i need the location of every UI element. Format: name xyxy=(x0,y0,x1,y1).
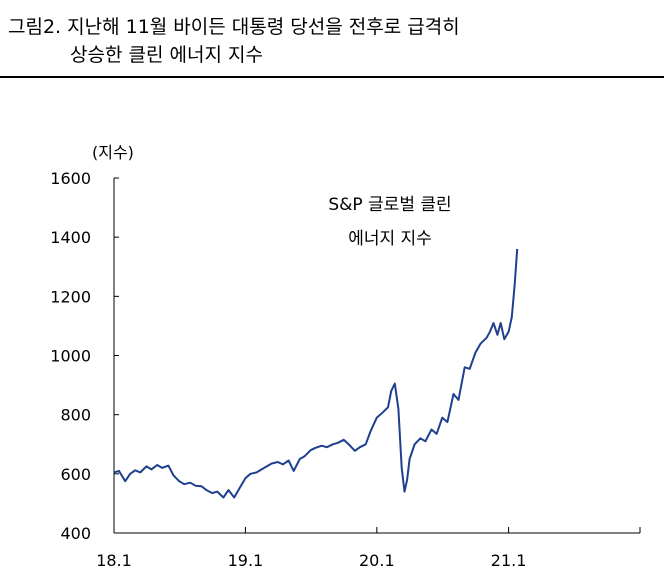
figure-title-line2: 상승한 클린 에너지 지수 xyxy=(70,44,263,66)
x-tick-label: 21.1 xyxy=(491,551,527,570)
y-tick-label: 800 xyxy=(60,406,91,425)
y-tick-label: 1000 xyxy=(50,347,91,366)
title-divider xyxy=(0,76,664,78)
y-axis-label: (지수) xyxy=(92,143,134,162)
x-tick-label: 20.1 xyxy=(359,551,395,570)
figure-title: 그림2. 지난해 11월 바이든 대통령 당선을 전후로 급격히 상승한 클린 … xyxy=(8,14,658,68)
figure-title-line1: 그림2. 지난해 11월 바이든 대통령 당선을 전후로 급격히 xyxy=(8,16,460,38)
y-tick-label: 1600 xyxy=(50,169,91,188)
y-tick-label: 1400 xyxy=(50,228,91,247)
y-tick-label: 1200 xyxy=(50,287,91,306)
x-tick-label: 18.1 xyxy=(96,551,132,570)
clean-energy-index-line xyxy=(113,248,519,499)
chart-annotation-line1: S&P 글로벌 클린 xyxy=(328,195,451,215)
y-tick-label: 600 xyxy=(60,465,91,484)
y-tick-label: 400 xyxy=(60,524,91,543)
chart-annotation-line2: 에너지 지수 xyxy=(348,229,432,249)
x-tick-label: 19.1 xyxy=(228,551,264,570)
